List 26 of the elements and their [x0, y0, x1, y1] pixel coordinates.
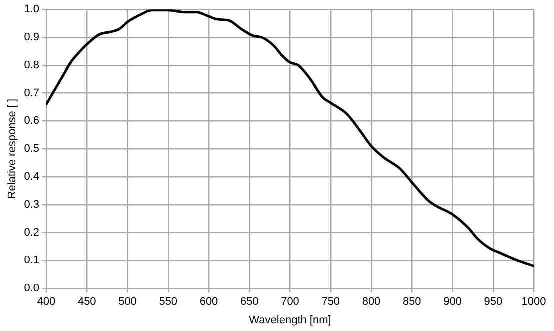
x-tick-label: 800	[362, 296, 381, 308]
x-tick-label: 700	[281, 296, 300, 308]
y-tick-label: 0.0	[24, 282, 40, 295]
x-tick-label: 650	[240, 296, 259, 308]
x-tick-label: 400	[37, 296, 56, 308]
y-tick-label: 0.3	[24, 198, 40, 211]
x-tick-label: 600	[200, 296, 218, 308]
x-tick-label: 750	[322, 296, 340, 308]
x-tick-label: 1000	[522, 296, 546, 308]
y-axis-title: Relative response [ ]	[6, 98, 19, 200]
y-tick-label: 0.4	[24, 171, 40, 184]
y-tick-label: 0.9	[24, 32, 40, 44]
y-tick-label: 0.5	[24, 143, 40, 156]
x-axis-title: Wavelength [nm]	[249, 314, 332, 326]
y-tick-label: 0.6	[24, 115, 40, 128]
x-tick-label: 550	[159, 296, 178, 308]
y-tick-label: 0.1	[24, 254, 40, 267]
x-tick-label: 900	[444, 296, 462, 308]
y-tick-label: 0.8	[24, 59, 40, 72]
y-tick-label: 0.7	[24, 87, 40, 100]
x-tick-label: 950	[484, 296, 503, 308]
x-tick-label: 500	[118, 296, 137, 308]
x-tick-label: 850	[402, 296, 422, 308]
y-tick-label: 1.0	[24, 4, 40, 16]
x-tick-label: 450	[78, 296, 96, 308]
y-tick-label: 0.2	[24, 226, 40, 239]
